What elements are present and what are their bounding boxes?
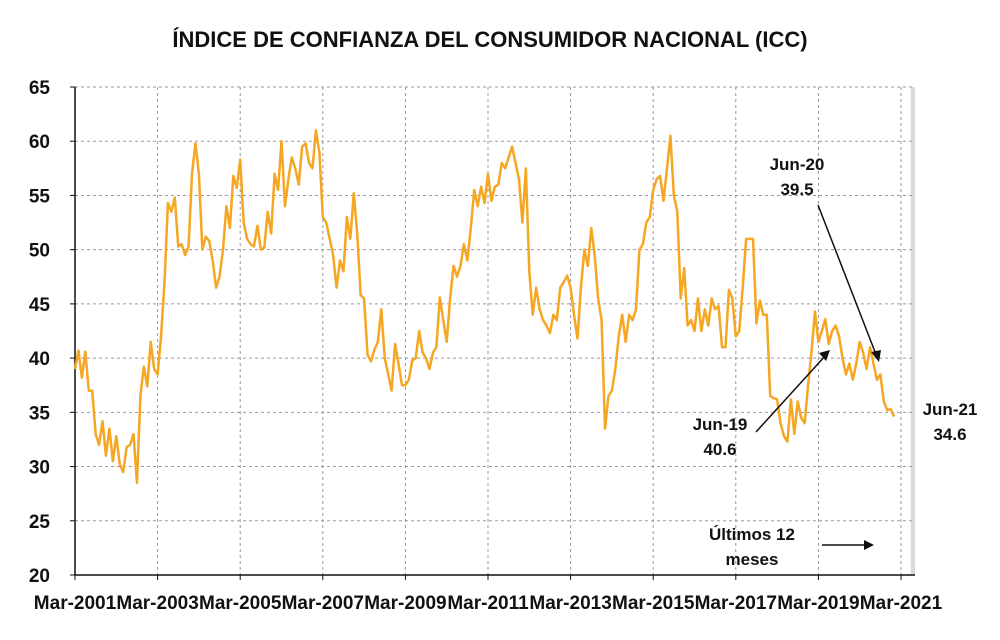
- axes: [74, 87, 915, 576]
- y-tick-label: 45: [29, 295, 51, 316]
- y-tick-label: 60: [29, 132, 50, 153]
- x-tick-label: Mar-2007: [282, 593, 364, 614]
- y-axis-ticks: 65 60 55 50 45 40 35 30 25 20: [29, 78, 75, 587]
- chart-title: ÍNDICE DE CONFIANZA DEL CONSUMIDOR NACIO…: [172, 27, 807, 52]
- y-tick-label: 25: [29, 512, 51, 533]
- x-tick-label: Mar-2003: [116, 593, 198, 614]
- shade-label-arrowhead: [864, 540, 874, 550]
- series-line-icc: [73, 129, 896, 485]
- annotation-jun20-value: 39.5: [780, 180, 813, 199]
- annotation-jun19-value: 40.6: [703, 440, 736, 459]
- x-tick-label: Mar-2005: [199, 593, 282, 614]
- x-tick-label: Mar-2021: [860, 593, 943, 614]
- annotation-jun20-label: Jun-20: [770, 155, 825, 174]
- annotation-jun21-value: 34.6: [933, 425, 966, 444]
- y-tick-label: 20: [29, 566, 50, 587]
- annotation-jun19-arrowhead: [819, 350, 830, 361]
- annotation-jun19-arrow: [755, 354, 827, 433]
- shade-label-line1: Últimos 12: [709, 525, 795, 544]
- x-tick-label: Mar-2011: [447, 593, 529, 614]
- y-tick-label: 35: [29, 403, 51, 424]
- annotation-jun21-label: Jun-21: [923, 400, 978, 419]
- x-tick-label: Mar-2017: [695, 593, 777, 614]
- x-tick-label: Mar-2015: [612, 593, 695, 614]
- y-tick-label: 65: [29, 78, 51, 99]
- y-tick-label: 40: [29, 349, 50, 370]
- annotation-jun19-label: Jun-19: [693, 415, 748, 434]
- shaded-region-last-12-months: [910, 87, 915, 575]
- annotation-jun20-arrowhead: [871, 350, 881, 362]
- y-tick-label: 50: [29, 241, 50, 262]
- shade-label-line2: meses: [726, 550, 779, 569]
- x-tick-label: Mar-2019: [777, 593, 859, 614]
- annotations: Jun-20 39.5 Jun-19 40.6 Jun-21 34.6 Últi…: [693, 155, 978, 569]
- x-tick-label: Mar-2013: [529, 593, 611, 614]
- annotation-jun20-arrow: [817, 204, 878, 358]
- y-tick-label: 55: [29, 186, 51, 207]
- y-tick-label: 30: [29, 458, 50, 479]
- gridlines: [75, 86, 915, 575]
- x-axis-ticks: Mar-2001 Mar-2003 Mar-2005 Mar-2007 Mar-2009…: [34, 575, 943, 614]
- x-tick-label: Mar-2009: [364, 593, 446, 614]
- x-tick-label: Mar-2001: [34, 593, 117, 614]
